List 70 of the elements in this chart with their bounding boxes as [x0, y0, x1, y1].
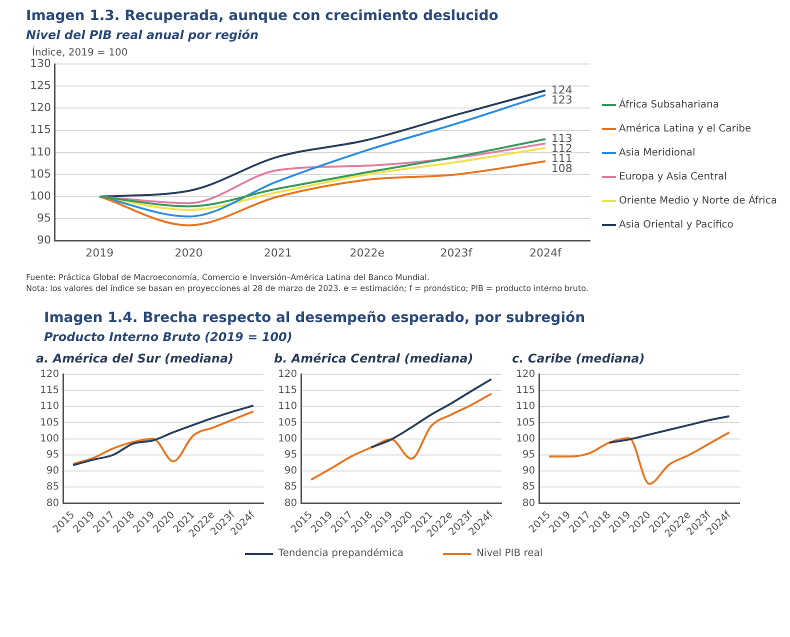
y-tick-label: 90 — [284, 466, 298, 477]
y-tick-label: 115 — [30, 123, 51, 136]
y-tick-label: 100 — [516, 433, 536, 444]
line-series — [370, 378, 492, 448]
text: Imagen 1.4. Brecha respecto al desempeño esperado, por subregión — [44, 310, 586, 326]
y-tick-label: 105 — [30, 167, 51, 180]
x-tick-label: 2024f — [529, 246, 562, 260]
y-tick-label: 80 — [46, 498, 60, 509]
line-series — [608, 415, 730, 444]
source-note: Fuente: Práctica Global de Macroeconomía, Comercio e Inversión–América Latina del Banco Mundial. — [26, 272, 430, 283]
y-tick-label: 90 — [522, 466, 536, 477]
y-tick-label: 110 — [516, 401, 536, 412]
data-label: 113 — [551, 132, 572, 145]
y-axis-title: Índice, 2019 = 100 — [32, 46, 128, 59]
chart-title: Imagen 1.3. Recuperada, aunque con crecimiento deslucido — [26, 8, 500, 24]
y-tick-label: 100 — [278, 433, 298, 444]
data-label: 112 — [551, 142, 572, 155]
line-series — [98, 90, 546, 198]
legend-label: África Subsahariana — [619, 98, 720, 111]
y-tick-label: 80 — [522, 498, 536, 509]
y-tick-label: 85 — [284, 482, 298, 493]
y-tick-label: 90 — [46, 466, 60, 477]
chart-title: c. Caribe (mediana) — [512, 351, 645, 366]
y-tick-label: 105 — [40, 417, 60, 428]
y-tick-label: 110 — [278, 401, 298, 412]
x-tick-label: 2019 — [86, 246, 114, 260]
y-tick-label: 105 — [278, 417, 298, 428]
y-tick-label: 95 — [46, 449, 60, 460]
y-tick-label: 120 — [278, 368, 298, 380]
data-label: 108 — [551, 162, 572, 175]
legend-label: Asia Oriental y Pacífico — [619, 220, 734, 231]
y-tick-label: 115 — [40, 385, 60, 396]
legend-label: Tendencia prepandémica — [278, 548, 404, 559]
y-tick-label: 100 — [30, 189, 51, 202]
text: Producto Interno Bruto (2019 = 100) — [44, 330, 294, 344]
y-tick-label: 95 — [284, 449, 298, 460]
line-series — [310, 392, 492, 481]
y-tick-label: 85 — [46, 482, 60, 493]
line-series — [548, 431, 730, 485]
y-tick-label: 105 — [516, 417, 536, 428]
chart-subtitle: Nivel del PIB real anual por región — [26, 28, 260, 42]
line-series — [98, 160, 546, 226]
x-tick-label: 2022e — [350, 246, 385, 260]
legend-label: Europa y Asia Central — [619, 172, 727, 183]
y-tick-label: 110 — [30, 145, 51, 158]
y-tick-label: 95 — [522, 449, 536, 460]
legend-label: América Latina y el Caribe — [619, 124, 752, 135]
y-tick-label: 120 — [30, 101, 51, 114]
legend-label: Nivel PIB real — [476, 548, 543, 559]
legend-label: Asia Meridional — [619, 148, 696, 159]
legend-label: Oriente Medio y Norte de África — [619, 194, 777, 207]
y-tick-label: 85 — [522, 482, 536, 493]
y-tick-label: 90 — [36, 234, 51, 247]
y-tick-label: 120 — [40, 368, 60, 380]
y-tick-label: 115 — [278, 385, 298, 396]
y-tick-label: 130 — [30, 56, 51, 70]
x-tick-label: 2020 — [174, 246, 203, 260]
y-tick-label: 100 — [40, 433, 60, 444]
x-tick-label: 2023f — [440, 246, 474, 260]
y-tick-label: 125 — [30, 78, 51, 92]
chart-title: a. América del Sur (mediana) — [36, 351, 234, 366]
y-tick-label: 80 — [284, 498, 298, 509]
y-tick-label: 120 — [516, 368, 536, 380]
y-tick-label: 115 — [516, 385, 536, 396]
y-tick-label: 110 — [40, 401, 60, 412]
chart-title: b. América Central (mediana) — [274, 351, 474, 366]
data-label: 111 — [551, 152, 572, 165]
x-tick-label: 2021 — [264, 246, 292, 260]
text: Nota: los valores del índice se basan en proyecciones al 28 de marzo de 2023. e = estimación; f = pronóstico; PIB = producto interno bruto. — [26, 283, 590, 294]
y-tick-label: 95 — [36, 212, 51, 225]
